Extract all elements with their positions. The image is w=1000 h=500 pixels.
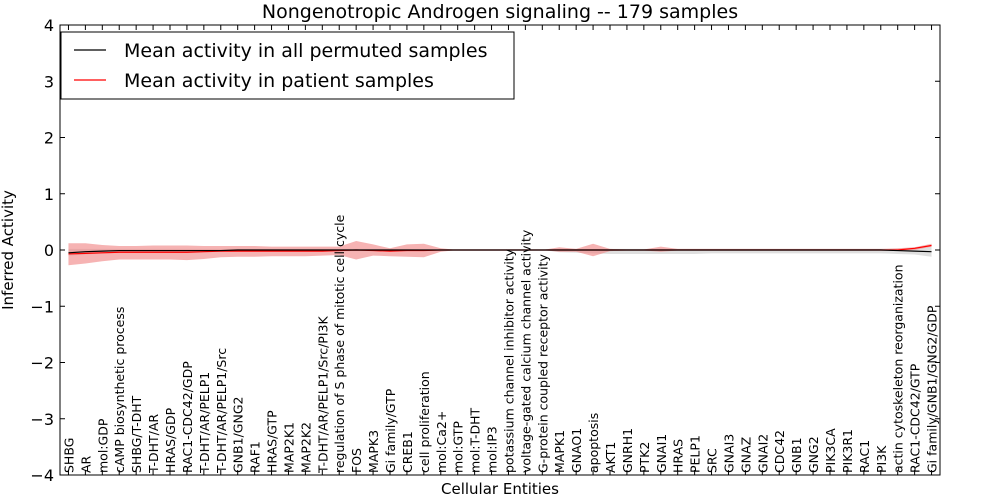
ytick-label: 1 (44, 185, 54, 204)
xtick-label: potassium channel inhibitor activity (501, 248, 516, 473)
xtick-label: RAF1 (248, 441, 263, 473)
ytick-label: −2 (30, 354, 54, 373)
ytick-label: −3 (30, 410, 54, 429)
xtick-label: FOS (349, 448, 364, 473)
xtick-label: SHBG/T-DHT (129, 395, 144, 473)
ytick-label: 4 (44, 16, 54, 35)
xtick-label: GNAO1 (569, 428, 584, 473)
xtick-label: T-DHT/AR/PELP1/Src/PI3K (315, 316, 330, 474)
xtick-label: GNRH1 (620, 428, 635, 473)
xtick-label: RAC1-CDC42/GTP (908, 363, 923, 473)
xtick-label: GNAZ (738, 437, 753, 473)
xtick-label: T-DHT/AR/PELP1/Src (214, 348, 229, 474)
xtick-label: mol:GDP (95, 418, 110, 473)
xtick-label: CREB1 (400, 431, 415, 473)
xtick-label: mol:T-DHT (468, 407, 483, 473)
ytick-label: −1 (30, 297, 54, 316)
xtick-label: CDC42 (772, 430, 787, 473)
xtick-label: GNB1/GNG2 (231, 397, 246, 473)
xtick-label: HRAS/GDP (163, 407, 178, 473)
xtick-label: PIK3CA (823, 428, 838, 473)
xtick-label: PTK2 (637, 442, 652, 473)
xtick-label: regulation of S phase of mitotic cell cy… (332, 214, 347, 473)
xtick-label: actin cytoskeleton reorganization (891, 264, 906, 473)
xtick-label: MAPK1 (552, 430, 567, 473)
xtick-label: HRAS (671, 439, 686, 473)
band-series-1 (68, 241, 932, 266)
xtick-label: AKT1 (603, 442, 618, 473)
xtick-label: apoptosis (586, 413, 601, 473)
xtick-label: Gi family/GTP (383, 388, 398, 473)
xtick-label: SHBG (61, 438, 76, 473)
xtick-label: MAP2K1 (281, 422, 296, 473)
xtick-label: cAMP biosynthetic process (112, 307, 127, 473)
legend-box (60, 31, 515, 100)
xtick-label: voltage-gated calcium channel activity (518, 229, 533, 473)
ytick-label: −4 (30, 466, 54, 485)
ytick-label: 2 (44, 129, 54, 148)
chart-title: Nongenotropic Androgen signaling -- 179 … (262, 1, 738, 23)
xtick-label: mol:Ca2+ (434, 411, 449, 473)
xtick-label: T-DHT/AR/PELP1 (197, 372, 212, 474)
xtick-label: mol:IP3 (485, 426, 500, 473)
xtick-label: cell proliferation (417, 371, 432, 473)
xtick-label: HRAS/GTP (265, 410, 280, 473)
xtick-label: PI3K (874, 445, 889, 473)
xtick-label: RAC1-CDC42/GDP (180, 361, 195, 473)
xtick-label: RAC1 (857, 440, 872, 473)
xtick-label: MAPK3 (366, 430, 381, 473)
ytick-label: 0 (44, 241, 54, 260)
xtick-label: PIK3R1 (840, 429, 855, 473)
legend-label-permuted: Mean activity in all permuted samples (124, 40, 487, 62)
xtick-label: GNAI2 (755, 434, 770, 473)
legend-label-patient: Mean activity in patient samples (124, 70, 434, 92)
xtick-label: SRC (705, 448, 720, 473)
ytick-label: 3 (44, 72, 54, 91)
xtick-label: G-protein coupled receptor activity (535, 254, 550, 473)
xtick-label: GNB1 (789, 437, 804, 473)
xtick-label: GNG2 (806, 436, 821, 473)
xtick-label: GNAI1 (654, 434, 669, 473)
xtick-label: Gi family/GNB1/GNG2/GDP (925, 305, 940, 473)
xtick-label: T-DHT/AR (146, 414, 161, 474)
xtick-label: GNAI3 (721, 434, 736, 473)
line-series-0 (68, 249, 932, 254)
x-axis-label: Cellular Entities (441, 480, 559, 498)
legend: Mean activity in all permuted samples Me… (60, 31, 515, 100)
y-axis-label: Inferred Activity (0, 190, 17, 310)
xtick-label: mol:GTP (451, 421, 466, 473)
xtick-label: MAP2K2 (298, 422, 313, 473)
xtick-label: AR (78, 455, 93, 473)
xtick-label: PELP1 (688, 435, 703, 473)
